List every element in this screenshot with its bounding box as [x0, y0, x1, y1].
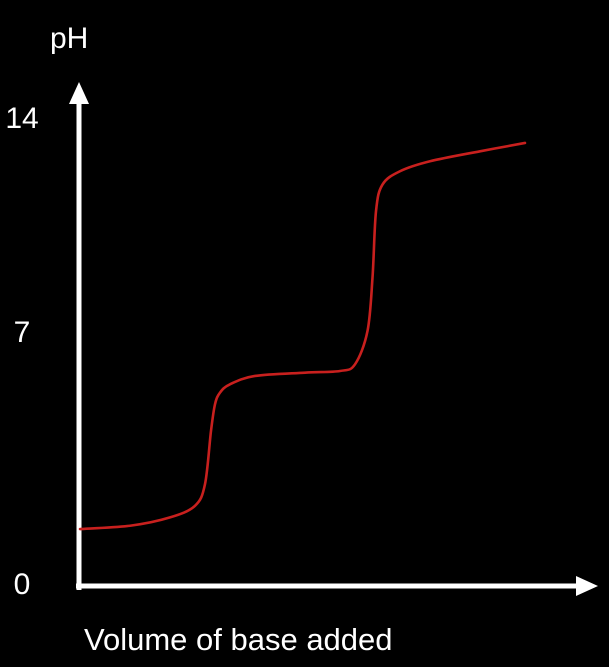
y-axis-label: pH [50, 22, 88, 55]
y-axis-arrowhead [69, 82, 89, 104]
y-tick-label-14: 14 [5, 102, 38, 135]
y-tick-label-0: 0 [14, 568, 31, 601]
ph-titration-curve [78, 141, 527, 531]
x-axis-arrowhead [576, 576, 598, 596]
y-tick-label-7: 7 [14, 316, 31, 349]
x-axis-label: Volume of base added [84, 622, 393, 657]
